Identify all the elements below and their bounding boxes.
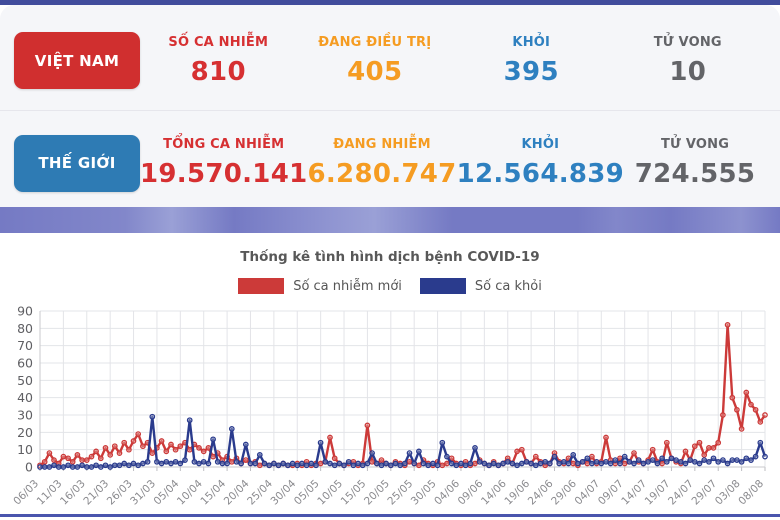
vietnam-stats-row: VIỆT NAM SỐ CA NHIỄM 810 ĐANG ĐIỀU TRỊ 4… xyxy=(0,11,780,111)
stat-value: 395 xyxy=(503,56,559,87)
svg-text:30: 30 xyxy=(17,408,33,423)
stat-col-active: ĐANG NHIỄM 6.280.747 xyxy=(307,137,456,189)
svg-text:10: 10 xyxy=(17,442,33,457)
svg-text:30/04: 30/04 xyxy=(268,477,298,507)
svg-text:20/05: 20/05 xyxy=(362,478,392,508)
legend-item-recovered[interactable]: Số ca khỏi xyxy=(419,278,542,294)
stat-label: KHỎI xyxy=(521,137,560,152)
background-banner-image xyxy=(0,207,780,233)
svg-text:70: 70 xyxy=(17,338,33,353)
covid-trend-line-chart: 010203040506070809006/0311/0316/0321/032… xyxy=(11,304,768,508)
svg-text:60: 60 xyxy=(17,356,33,371)
stat-value: 10 xyxy=(669,56,707,87)
stat-value: 405 xyxy=(347,56,403,87)
vietnam-stat-columns: SỐ CA NHIỄM 810 ĐANG ĐIỀU TRỊ 405 KHỎI 3… xyxy=(140,35,766,87)
svg-text:26/03: 26/03 xyxy=(105,478,135,508)
legend-label: Số ca khỏi xyxy=(474,278,542,294)
svg-text:20/04: 20/04 xyxy=(222,477,252,507)
svg-text:04/07: 04/07 xyxy=(573,478,603,508)
svg-text:09/07: 09/07 xyxy=(596,478,626,508)
svg-text:20: 20 xyxy=(17,425,33,440)
svg-text:06/03: 06/03 xyxy=(11,478,41,508)
legend-item-new-cases[interactable]: Số ca nhiễm mới xyxy=(238,278,402,294)
svg-text:10/05: 10/05 xyxy=(315,478,345,508)
svg-text:15/05: 15/05 xyxy=(339,478,369,508)
stat-col-deaths: TỬ VONG 10 xyxy=(610,35,767,87)
svg-text:10/04: 10/04 xyxy=(175,477,205,507)
stat-value: 19.570.141 xyxy=(140,159,308,189)
stat-value: 6.280.747 xyxy=(307,159,457,189)
stat-value: 810 xyxy=(190,56,246,87)
svg-text:04/06: 04/06 xyxy=(432,477,462,507)
stat-label: ĐANG ĐIỀU TRỊ xyxy=(318,34,432,50)
stat-col-total-infected: TỔNG CA NHIỄM 19.570.141 xyxy=(140,137,307,189)
svg-text:24/07: 24/07 xyxy=(666,478,696,508)
svg-text:05/05: 05/05 xyxy=(292,478,322,508)
svg-text:0: 0 xyxy=(25,460,33,475)
svg-text:25/05: 25/05 xyxy=(385,478,415,508)
stat-value: 12.564.839 xyxy=(456,159,625,189)
world-stats-row: THẾ GIỚI TỔNG CA NHIỄM 19.570.141 ĐANG N… xyxy=(0,113,780,213)
stat-value: 724.555 xyxy=(634,159,756,189)
svg-text:30/05: 30/05 xyxy=(409,478,439,508)
svg-text:19/07: 19/07 xyxy=(643,478,673,508)
svg-text:19/06: 19/06 xyxy=(502,477,532,507)
svg-text:50: 50 xyxy=(17,373,33,388)
svg-text:09/06: 09/06 xyxy=(456,477,486,507)
stat-col-recovered: KHỎI 395 xyxy=(453,35,610,87)
svg-text:14/07: 14/07 xyxy=(619,478,649,508)
svg-text:05/04: 05/04 xyxy=(152,477,182,507)
stat-label: KHỎI xyxy=(512,34,551,50)
svg-text:21/03: 21/03 xyxy=(81,478,111,508)
stat-label: ĐANG NHIỄM xyxy=(333,137,431,152)
stat-col-recovered: KHỎI 12.564.839 xyxy=(457,137,624,189)
legend-label: Số ca nhiễm mới xyxy=(293,278,402,294)
world-stat-columns: TỔNG CA NHIỄM 19.570.141 ĐANG NHIỄM 6.28… xyxy=(140,137,766,189)
stat-label: TỬ VONG xyxy=(653,34,722,50)
svg-text:29/07: 29/07 xyxy=(689,478,719,508)
svg-text:03/08: 03/08 xyxy=(713,478,743,508)
recovered-swatch xyxy=(419,278,466,294)
svg-text:15/04: 15/04 xyxy=(198,477,228,507)
svg-text:24/06: 24/06 xyxy=(526,477,556,507)
stat-label: SỐ CA NHIỄM xyxy=(168,34,269,50)
stat-label: TỔNG CA NHIỄM xyxy=(163,137,285,152)
vietnam-button[interactable]: VIỆT NAM xyxy=(14,32,140,89)
top-accent-bar xyxy=(0,0,780,5)
svg-text:14/06: 14/06 xyxy=(479,477,509,507)
stat-col-infected: SỐ CA NHIỄM 810 xyxy=(140,35,297,87)
svg-text:80: 80 xyxy=(17,321,33,336)
world-button[interactable]: THẾ GIỚI xyxy=(14,134,140,192)
chart-section: Thống kê tình hình dịch bệnh COVID-19 Số… xyxy=(0,233,780,514)
stat-col-deaths: TỬ VONG 724.555 xyxy=(624,137,766,189)
svg-text:90: 90 xyxy=(17,304,33,319)
svg-text:11/03: 11/03 xyxy=(35,478,65,508)
svg-text:08/08: 08/08 xyxy=(736,478,766,508)
svg-text:40: 40 xyxy=(17,390,33,405)
chart-legend: Số ca nhiễm mới Số ca khỏi xyxy=(0,278,780,294)
new-cases-swatch xyxy=(238,278,285,294)
stat-col-treating: ĐANG ĐIỀU TRỊ 405 xyxy=(297,35,454,87)
stats-card: VIỆT NAM SỐ CA NHIỄM 810 ĐANG ĐIỀU TRỊ 4… xyxy=(0,5,780,207)
svg-text:25/04: 25/04 xyxy=(245,477,275,507)
svg-text:16/03: 16/03 xyxy=(58,478,88,508)
chart-title: Thống kê tình hình dịch bệnh COVID-19 xyxy=(240,249,540,265)
svg-text:29/06: 29/06 xyxy=(549,477,579,507)
svg-text:31/03: 31/03 xyxy=(128,478,158,508)
bottom-divider xyxy=(0,514,780,517)
stat-label: TỬ VONG xyxy=(660,137,730,152)
